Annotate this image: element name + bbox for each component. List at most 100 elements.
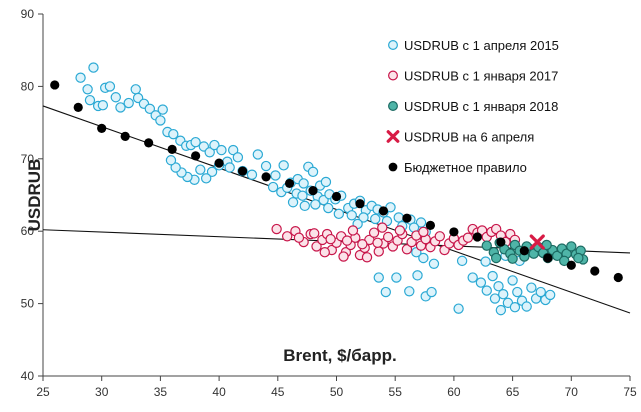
series-2015-point — [195, 164, 206, 175]
series-2015-point — [200, 173, 212, 184]
series-2015-point — [393, 212, 404, 223]
series-2015-point — [115, 102, 126, 113]
series-2015-point — [130, 84, 141, 95]
series-2017-point — [394, 225, 406, 236]
series-2017-point — [368, 227, 380, 238]
legend-marker — [388, 101, 398, 111]
series-2017-point — [361, 252, 373, 263]
budget-rule-point — [120, 131, 130, 141]
series-2017-point — [271, 223, 282, 235]
series-2015-point — [544, 289, 556, 301]
current-rate-marker — [529, 234, 545, 250]
series-2015-point — [224, 162, 235, 173]
series-2015-point — [260, 160, 272, 172]
budget-rule-point — [308, 186, 318, 196]
series-2015-point — [246, 169, 258, 180]
series-2015-point — [428, 258, 440, 269]
series-2015-point — [509, 302, 521, 313]
series-2015-point — [297, 190, 308, 201]
series-2015-point — [82, 84, 93, 95]
series-2017-point — [434, 231, 446, 242]
series-2015-point — [493, 281, 504, 292]
series-2017-point — [319, 246, 330, 258]
legend-label: Бюджетное правило — [404, 160, 527, 175]
series-2018-point — [490, 252, 502, 264]
series-2015-point — [404, 286, 415, 297]
x-marker-stroke — [386, 130, 400, 143]
series-2015-point — [232, 152, 244, 163]
series-2017-point — [308, 228, 320, 239]
series-2015-point — [157, 104, 168, 115]
x-tick-label: 25 — [36, 385, 50, 399]
series-2015-point — [97, 100, 109, 111]
series-2015-point — [412, 270, 423, 281]
y-tick-label: 60 — [21, 224, 35, 238]
budget-rule-point — [191, 151, 201, 161]
series-2017-point — [377, 222, 388, 233]
series-2015-point — [358, 212, 369, 223]
budget-rule-point — [97, 123, 107, 133]
x-marker-stroke — [529, 234, 545, 250]
series-2015-point — [307, 166, 319, 178]
series-5 — [50, 80, 623, 283]
series-2015-point — [370, 213, 381, 225]
series-2015-point — [391, 272, 402, 283]
series-2015-point — [475, 277, 487, 288]
series-2015-point — [270, 170, 281, 181]
series-2017-point — [338, 251, 349, 262]
budget-rule-point — [50, 80, 60, 90]
budget-rule-point — [402, 213, 412, 223]
series-2015-point — [299, 200, 311, 212]
y-axis-label: USDRUB — [25, 159, 44, 232]
data-points — [50, 62, 623, 316]
series-2017-point — [341, 235, 353, 246]
series-2015-point — [380, 286, 392, 298]
series-2015-point — [373, 272, 384, 283]
budget-rule-point — [214, 158, 224, 168]
budget-rule-point — [613, 272, 623, 283]
series-2015-point — [165, 155, 177, 166]
series-2015-point — [252, 149, 264, 160]
series-2015-point — [418, 252, 429, 264]
budget-rule-point — [425, 220, 436, 231]
x-axis-label: Brent, $/барр. — [283, 346, 396, 365]
x-tick-label: 75 — [623, 385, 637, 399]
y-tick-label: 80 — [21, 79, 35, 93]
series-2018-point — [481, 240, 492, 251]
series-2015-point — [110, 92, 121, 103]
budget-rule-point — [590, 266, 600, 276]
series-2015-point — [216, 144, 227, 156]
x-tick-label: 40 — [212, 385, 226, 399]
series-2017-point — [401, 244, 413, 255]
legend: USDRUB с 1 апреля 2015 USDRUB с 1 января … — [386, 38, 559, 175]
series-2015-point — [298, 178, 309, 189]
series-2015-point — [209, 139, 220, 151]
series-2015-point — [467, 272, 478, 283]
y-tick-label: 50 — [21, 297, 35, 311]
series-4 — [529, 234, 545, 250]
budget-rule-point — [378, 206, 389, 216]
series-2015-point — [453, 303, 464, 314]
y-tick-label: 40 — [21, 369, 35, 383]
series-2017-point — [281, 231, 293, 242]
budget-rule-point — [449, 227, 459, 237]
series-2015-point — [267, 181, 279, 193]
budget-rule-point — [73, 102, 83, 112]
budget-rule-point — [566, 260, 576, 270]
budget-rule-point — [261, 172, 271, 182]
series-2017-point — [311, 241, 322, 252]
series-2015-point — [333, 208, 345, 220]
budget-rule-point — [284, 178, 295, 189]
series-2015-point — [206, 166, 218, 178]
series-2018-point — [573, 252, 584, 264]
axes: 25 30 35 40 45 50 55 60 65 70 75 40 50 60 70 80 90 — [21, 7, 637, 399]
x-tick-label: 30 — [95, 385, 109, 399]
legend-marker — [388, 70, 398, 81]
series-2015-point — [521, 301, 532, 312]
x-tick-label: 50 — [330, 385, 344, 399]
x-tick-label: 35 — [154, 385, 168, 399]
series-2015-point — [190, 136, 201, 148]
x-tick-label: 65 — [506, 385, 520, 399]
series-2015-point — [526, 282, 537, 293]
